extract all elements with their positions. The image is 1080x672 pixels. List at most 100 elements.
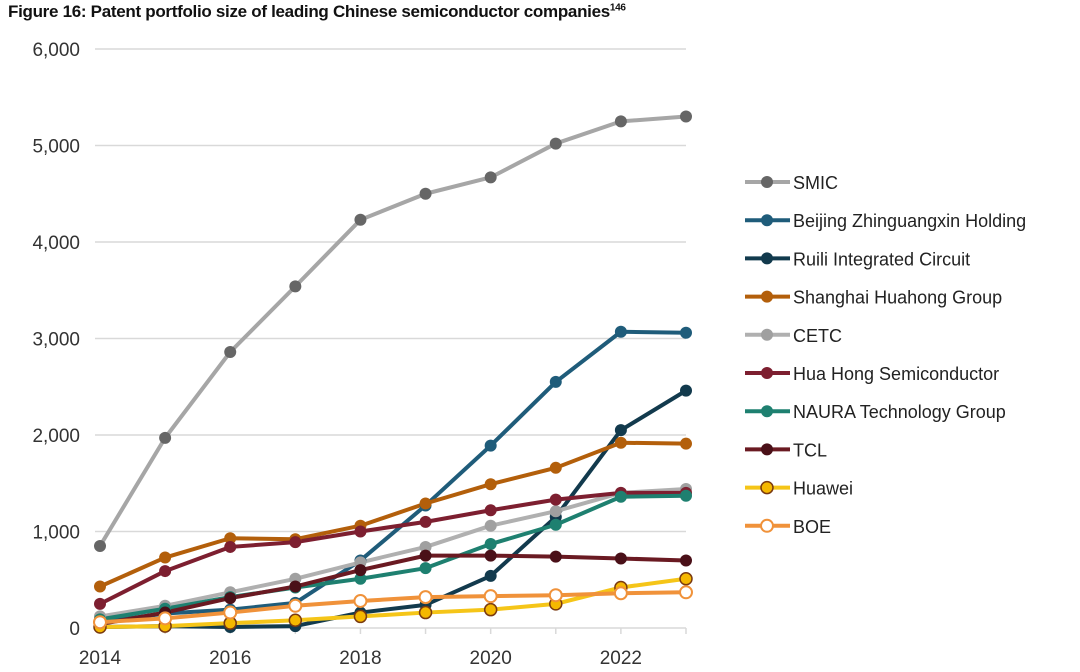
- data-point: [223, 605, 238, 620]
- series-line: [99, 493, 687, 622]
- data-point: [418, 605, 433, 620]
- data-point: [614, 552, 627, 565]
- series-line: [99, 329, 687, 625]
- data-point: [354, 564, 367, 577]
- legend-marker: [760, 518, 774, 533]
- data-point: [224, 540, 237, 553]
- series-line: [99, 590, 687, 625]
- data-point: [549, 493, 562, 506]
- data-point: [418, 590, 433, 605]
- y-tick-label: 4,000: [32, 233, 80, 254]
- series-line: [99, 487, 687, 619]
- legend-label: NAURA Technology Group: [793, 402, 1006, 422]
- data-point: [419, 562, 432, 575]
- data-point: [94, 580, 106, 593]
- data-point: [484, 549, 497, 562]
- data-point: [549, 550, 562, 563]
- data-point: [484, 478, 497, 491]
- data-point: [224, 532, 237, 545]
- data-point: [484, 439, 497, 452]
- data-point: [288, 613, 303, 628]
- chart-title: Figure 16: Patent portfolio size of lead…: [8, 2, 626, 21]
- data-point: [354, 572, 367, 585]
- legend-marker: [761, 443, 773, 456]
- data-point: [614, 424, 627, 437]
- data-point: [549, 461, 562, 474]
- data-point: [484, 171, 497, 184]
- data-point: [549, 505, 562, 518]
- data-point: [353, 609, 368, 624]
- data-point: [419, 187, 432, 200]
- series-line: [98, 114, 687, 548]
- y-tick-label: 3,000: [32, 330, 80, 351]
- legend-marker: [761, 328, 773, 341]
- data-point: [614, 325, 627, 338]
- data-point: [419, 515, 432, 528]
- legend-marker: [761, 214, 773, 227]
- data-point: [614, 436, 627, 449]
- legend-marker: [761, 252, 773, 265]
- legend-label: Ruili Integrated Circuit: [793, 249, 970, 269]
- data-point: [679, 572, 693, 586]
- data-point: [94, 539, 106, 552]
- data-point: [483, 589, 498, 604]
- y-tick-label: 5,000: [32, 137, 80, 158]
- data-point: [354, 525, 367, 538]
- data-point: [158, 611, 173, 626]
- data-point: [549, 137, 562, 150]
- data-point: [419, 540, 432, 553]
- data-point: [354, 213, 367, 226]
- series-line: [99, 553, 687, 627]
- data-point: [224, 346, 237, 359]
- legend-label: Shanghai Huahong Group: [793, 288, 1002, 308]
- data-point: [159, 551, 172, 564]
- data-point: [484, 519, 497, 532]
- legend-marker: [761, 290, 773, 303]
- legend-marker: [761, 405, 773, 418]
- legend-label: TCL: [793, 440, 827, 460]
- legend-label: CETC: [793, 326, 842, 346]
- series-line: [99, 490, 686, 606]
- data-point: [159, 565, 172, 578]
- legend-marker: [761, 367, 773, 379]
- x-tick-label: 2018: [339, 648, 381, 669]
- data-point: [289, 536, 302, 549]
- data-point: [484, 569, 497, 582]
- data-point: [484, 504, 497, 517]
- legend-label: BOE: [793, 517, 831, 537]
- data-point: [93, 615, 107, 630]
- x-tick-label: 2014: [79, 648, 122, 669]
- data-point: [94, 597, 106, 610]
- data-point: [549, 375, 562, 388]
- data-point: [159, 431, 172, 444]
- legend-label: Beijing Zhinguangxin Holding: [793, 211, 1026, 231]
- data-point: [224, 592, 237, 605]
- data-point: [419, 497, 432, 510]
- data-point: [289, 580, 302, 593]
- y-tick-label: 2,000: [32, 426, 80, 447]
- data-point: [353, 593, 368, 608]
- data-point: [548, 588, 563, 603]
- legend-label: SMIC: [793, 173, 838, 193]
- data-point: [680, 110, 692, 123]
- data-point: [289, 280, 302, 293]
- data-point: [680, 554, 692, 567]
- legend-marker: [760, 480, 774, 495]
- y-tick-label: 1,000: [32, 523, 80, 544]
- y-tick-label: 0: [69, 619, 80, 640]
- data-point: [614, 115, 627, 128]
- data-point: [680, 326, 692, 339]
- legend-label: Huawei: [793, 479, 853, 499]
- data-point: [483, 602, 498, 617]
- data-point: [679, 585, 693, 600]
- x-tick-label: 2022: [600, 648, 642, 669]
- data-point: [680, 384, 692, 397]
- series-line: [99, 440, 687, 589]
- data-point: [288, 598, 303, 613]
- x-tick-label: 2020: [470, 648, 512, 669]
- legend-marker: [761, 176, 773, 188]
- data-point: [613, 586, 628, 601]
- data-point: [419, 549, 432, 562]
- data-point: [680, 437, 692, 450]
- data-point: [614, 490, 627, 503]
